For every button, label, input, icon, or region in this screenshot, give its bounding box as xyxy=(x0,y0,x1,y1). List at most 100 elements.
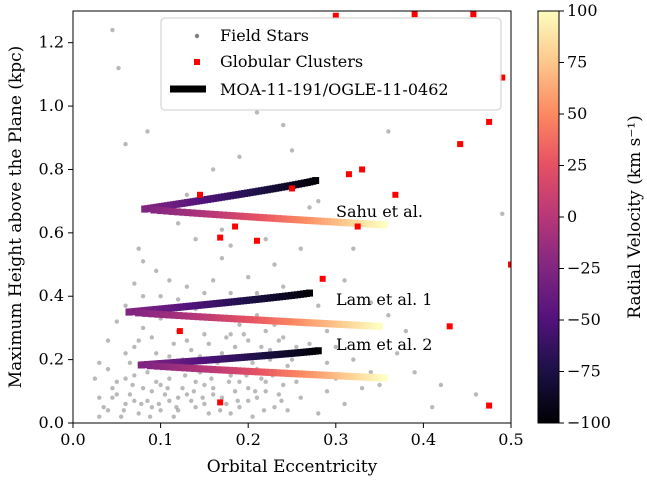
legend-globular-clusters-marker xyxy=(194,59,200,65)
track-segment xyxy=(184,209,192,217)
track-segment xyxy=(165,311,173,319)
track-segment xyxy=(261,316,269,324)
field-star-point xyxy=(175,395,181,400)
field-star-point xyxy=(171,414,176,419)
track-segment xyxy=(293,216,301,224)
field-star-point xyxy=(386,129,391,134)
track-segment xyxy=(215,211,223,219)
field-star-point xyxy=(167,278,172,283)
field-star-point xyxy=(158,408,163,413)
track-segment xyxy=(289,216,297,224)
field-star-point xyxy=(145,370,150,375)
annotation-sahu: Sahu et al. xyxy=(336,202,423,221)
field-star-point xyxy=(189,398,194,404)
field-star-point xyxy=(316,198,321,204)
globular-cluster-point xyxy=(197,191,204,198)
track-segment xyxy=(229,315,237,323)
track-segment xyxy=(306,370,314,378)
field-star-point xyxy=(149,335,155,340)
track-segment xyxy=(198,210,206,218)
x-tick-label: 0.2 xyxy=(235,430,260,449)
track-segment xyxy=(291,370,299,378)
field-star-point xyxy=(281,122,286,128)
field-star-point xyxy=(263,236,268,242)
track-segment xyxy=(285,215,293,223)
field-star-point xyxy=(377,382,382,388)
field-star-point xyxy=(241,332,247,337)
track-segment xyxy=(175,312,183,320)
field-star-point xyxy=(351,246,356,251)
track-segment xyxy=(195,365,203,373)
field-star-point xyxy=(232,389,238,394)
field-star-point xyxy=(210,392,216,397)
field-star-point xyxy=(165,385,170,391)
track-segment xyxy=(331,320,339,328)
track-segment xyxy=(200,365,208,373)
y-axis-label: Maximum Height above the Plane (kpc) xyxy=(6,46,26,389)
track-segment xyxy=(380,374,388,382)
track-segment xyxy=(277,317,285,325)
legend-field-stars-marker xyxy=(194,33,200,39)
field-star-point xyxy=(333,344,338,350)
track-segment xyxy=(154,310,162,318)
y-axis-ticks: 0.0 0.2 0.4 0.6 0.8 1.0 1.2 xyxy=(39,33,73,432)
field-star-point xyxy=(175,297,181,302)
field-star-point xyxy=(219,256,225,261)
track-segment xyxy=(292,318,300,326)
track-segment xyxy=(275,215,283,223)
field-star-point xyxy=(189,347,194,353)
field-star-point xyxy=(202,401,207,407)
track-segment xyxy=(296,216,304,224)
field-star-point xyxy=(114,392,120,397)
field-star-point xyxy=(237,322,242,327)
track-segment xyxy=(249,316,257,324)
field-star-point xyxy=(140,294,146,299)
field-star-point xyxy=(171,341,176,346)
field-star-point xyxy=(206,411,211,416)
track-segment xyxy=(277,369,285,377)
field-star-point xyxy=(307,341,312,346)
track-segment xyxy=(168,207,176,215)
field-star-point xyxy=(294,379,299,384)
track-segment xyxy=(179,208,187,216)
field-star-point xyxy=(403,328,409,334)
colorbar-tick-label: −50 xyxy=(567,310,601,329)
field-star-point xyxy=(500,211,505,217)
field-stars-layer xyxy=(92,27,505,419)
field-star-point xyxy=(154,268,159,274)
track-segment xyxy=(221,314,229,322)
legend-track-label: MOA-11-191/OGLE-11-0462 xyxy=(220,80,449,99)
field-star-point xyxy=(246,275,251,280)
track-segment xyxy=(226,366,234,374)
globular-cluster-point xyxy=(411,11,418,18)
field-star-point xyxy=(263,328,268,334)
track-segment xyxy=(216,314,224,322)
field-star-point xyxy=(438,382,444,388)
globular-cluster-point xyxy=(486,118,493,125)
track-segment xyxy=(165,363,173,371)
track-segment xyxy=(211,211,219,219)
field-star-point xyxy=(101,404,106,410)
track-segment xyxy=(186,364,194,372)
track-segment xyxy=(317,319,325,327)
track-segment xyxy=(267,214,275,222)
field-star-point xyxy=(219,395,225,400)
field-star-point xyxy=(180,385,185,391)
field-star-point xyxy=(132,373,137,378)
field-star-point xyxy=(253,389,258,394)
field-star-point xyxy=(193,379,198,384)
field-star-point xyxy=(232,344,238,350)
colorbar-gradient xyxy=(537,10,560,424)
track-segment xyxy=(170,311,178,319)
field-star-point xyxy=(140,385,146,391)
field-star-point xyxy=(226,379,232,384)
colorbar-ticks: −100 −75 −50 −25 0 25 50 75 100 xyxy=(559,1,611,432)
track-segment xyxy=(265,368,273,376)
track-segment xyxy=(299,370,307,378)
globular-cluster-point xyxy=(354,223,361,230)
field-star-point xyxy=(272,262,277,267)
track-segment xyxy=(157,207,165,215)
track-segment xyxy=(284,318,292,326)
field-star-point xyxy=(136,338,141,343)
field-star-point xyxy=(246,338,251,343)
